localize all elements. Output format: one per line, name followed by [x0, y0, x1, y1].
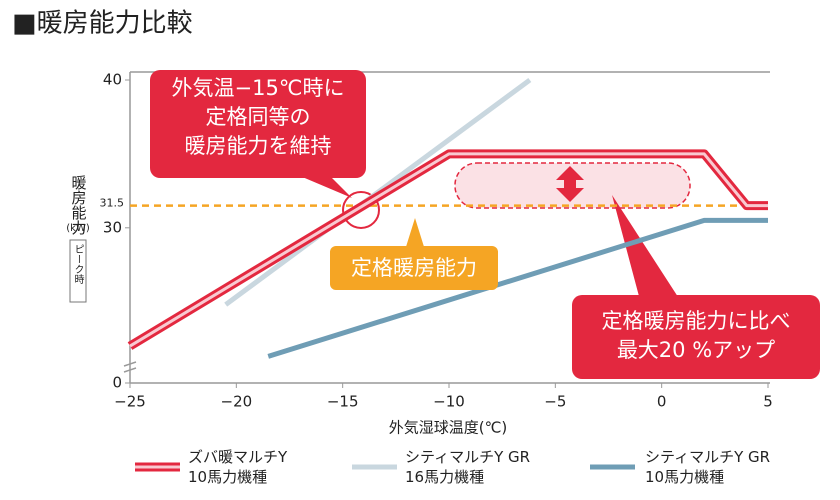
x-axis-label: 外気湿球温度(℃) [389, 419, 508, 437]
x-tick-label: 5 [763, 393, 773, 411]
legend-label: シティマルチY GR 10馬力機種 [645, 448, 771, 486]
callout-pointer [300, 176, 352, 198]
callout: 定格暖房能力に比べ 最大20 %アップ [572, 295, 820, 379]
legend-label: ズバ暖マルチY 10馬力機種 [188, 448, 288, 486]
y-tick-label: 40 [103, 71, 122, 89]
x-tick-label: −15 [327, 393, 359, 411]
x-tick-label: 0 [657, 393, 667, 411]
callout-pointer [612, 195, 680, 300]
x-tick-label: −5 [544, 393, 566, 411]
y-tick-label: 30 [103, 218, 122, 236]
reference-label: 31.5 [100, 197, 125, 210]
x-tick-label: −10 [433, 393, 465, 411]
series-line-highlight [129, 152, 768, 348]
reference-callout: 定格暖房能力 [330, 246, 498, 290]
y-axis-label: 暖房能力 [70, 175, 88, 236]
y-axis-unit: (kW) [66, 223, 90, 234]
legend-label: シティマルチY GR 16馬力機種 [405, 448, 531, 486]
chart-title: ■暖房能力比較 [12, 9, 193, 39]
callout: 外気温−15℃時に 定格同等の 暖房能力を維持 [150, 70, 366, 178]
series-line [267, 217, 768, 359]
y-note-box [69, 239, 87, 303]
x-tick-label: −20 [221, 393, 253, 411]
y-tick-label: 0 [112, 374, 122, 392]
highlight-circle [342, 191, 380, 229]
axis-break [123, 361, 137, 373]
y-axis-note: ピーク時 [72, 244, 84, 284]
callout-pointer [405, 218, 425, 250]
x-tick-label: −25 [114, 393, 146, 411]
double-arrow [556, 166, 584, 202]
